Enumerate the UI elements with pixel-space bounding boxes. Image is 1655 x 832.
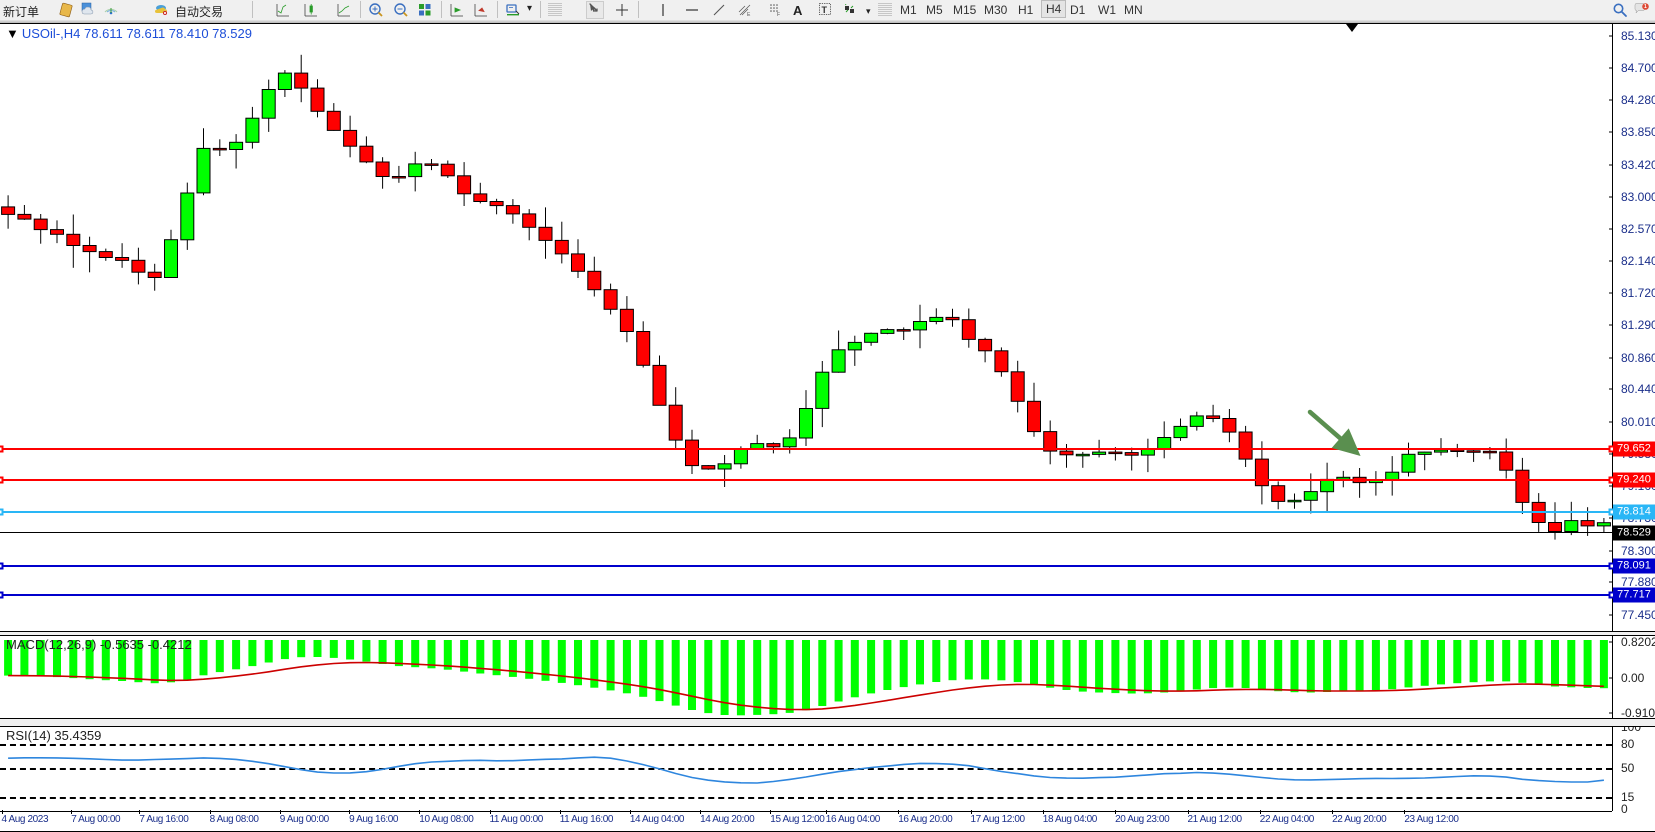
svg-text:T: T xyxy=(822,5,828,15)
svg-text:1: 1 xyxy=(1644,4,1647,10)
svg-text:E: E xyxy=(747,12,751,18)
svg-text:F: F xyxy=(777,12,780,18)
